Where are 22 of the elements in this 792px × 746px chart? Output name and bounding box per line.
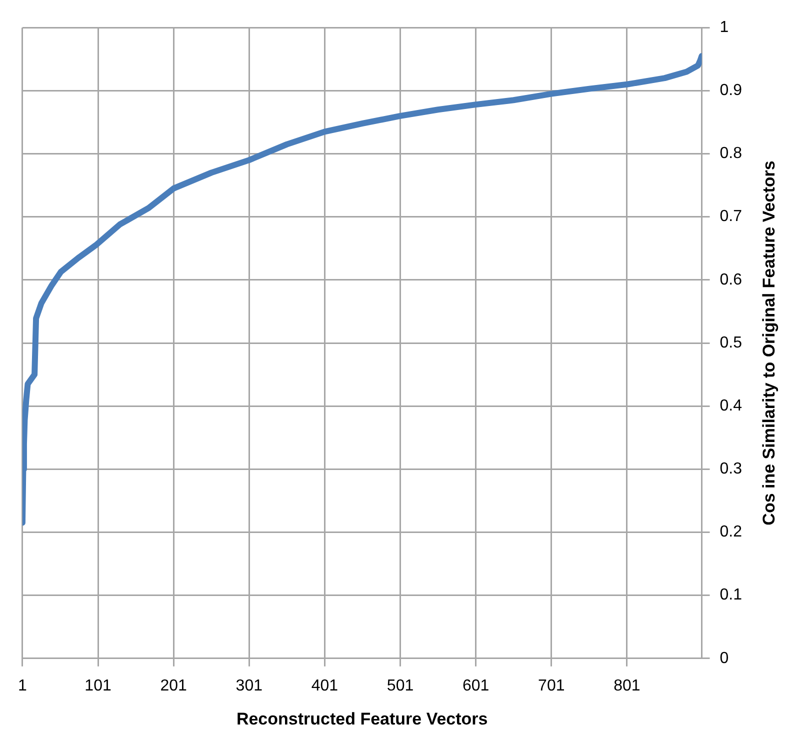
x-tick-label: 801 bbox=[614, 677, 640, 694]
y-tick-label: 0.8 bbox=[720, 145, 742, 162]
x-tick-label: 401 bbox=[311, 677, 338, 694]
x-tick-label: 701 bbox=[538, 677, 565, 694]
y-tick-label: 0.7 bbox=[720, 208, 742, 226]
y-tick-label: 0.5 bbox=[720, 334, 742, 352]
y-tick-label: 0.3 bbox=[720, 460, 742, 478]
x-tick-label: 201 bbox=[160, 677, 188, 694]
x-tick-label: 101 bbox=[84, 677, 112, 694]
x-axis-title: Reconstructed Feature Vectors bbox=[236, 709, 488, 728]
y-tick-label: 0.6 bbox=[720, 271, 742, 288]
x-tick-label: 1 bbox=[18, 677, 27, 694]
y-tick-label: 0.1 bbox=[720, 586, 742, 604]
y-tick-label: 0.2 bbox=[720, 524, 742, 541]
x-tick-label: 301 bbox=[236, 677, 263, 694]
x-tick-label: 501 bbox=[386, 677, 414, 694]
x-tick-label: 601 bbox=[462, 677, 490, 694]
y-tick-label: 0 bbox=[720, 650, 729, 667]
y-tick-label: 0.9 bbox=[720, 82, 742, 100]
y-tick-label: 0.4 bbox=[720, 397, 742, 414]
y-axis-title: Cos ine Similarity to Original Feature Vectors bbox=[760, 160, 779, 526]
y-tick-label: 1 bbox=[720, 19, 729, 36]
